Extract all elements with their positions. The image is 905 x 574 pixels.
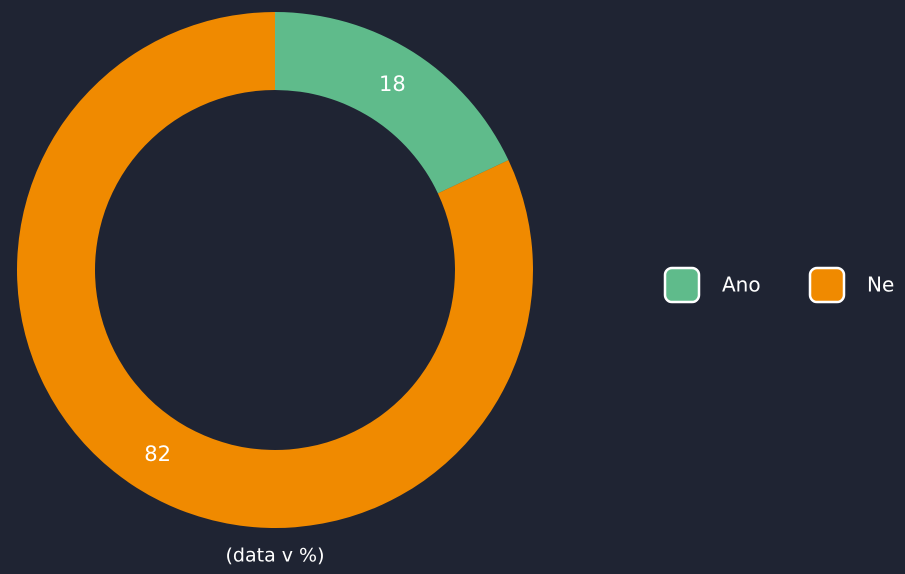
legend-label: Ne: [867, 273, 894, 297]
data-label: 82: [144, 442, 171, 466]
legend-swatch: [663, 266, 701, 304]
chart-note: (data v %): [226, 545, 325, 567]
legend-swatch: [808, 266, 846, 304]
legend-label: Ano: [722, 273, 761, 297]
donut-segment: [275, 12, 509, 194]
donut-segment: [17, 12, 534, 529]
data-label: 18: [379, 72, 406, 96]
